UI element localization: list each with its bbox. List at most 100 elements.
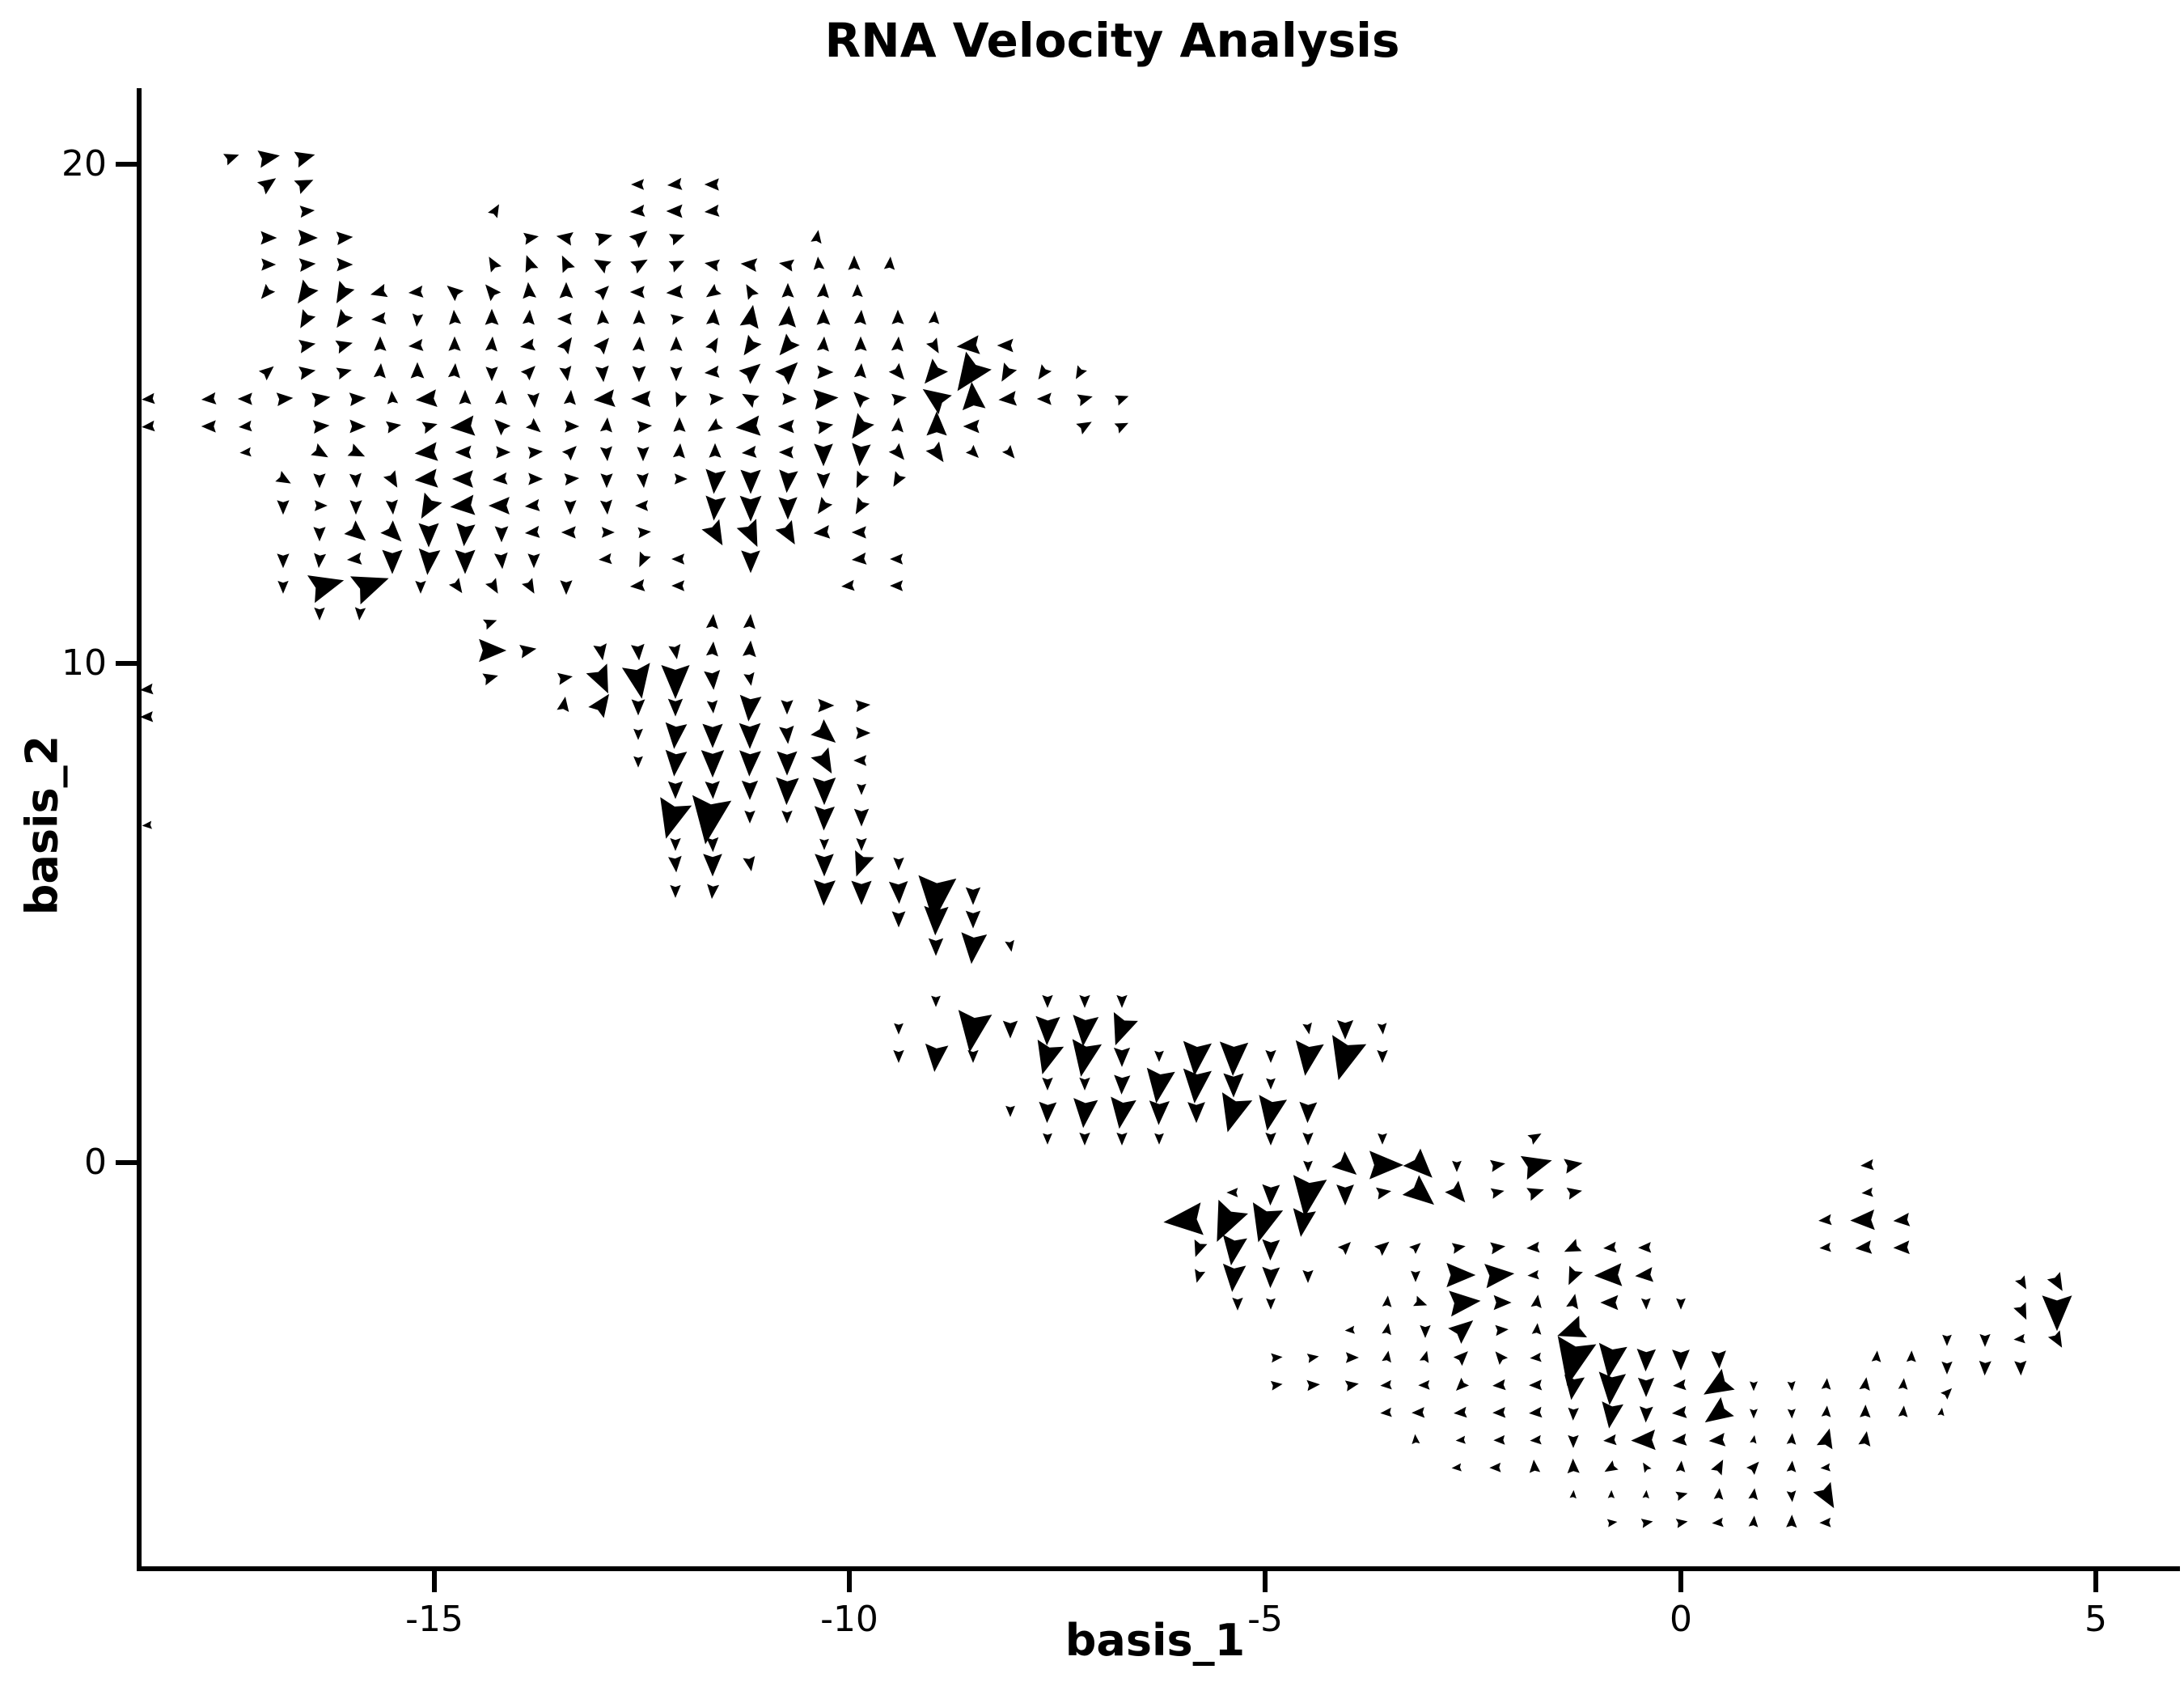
velocity-arrow [1490, 1188, 1505, 1199]
y-tick-label: 0 [84, 1142, 107, 1183]
velocity-arrow [1223, 1073, 1244, 1098]
velocity-arrow [314, 553, 327, 569]
velocity-arrow [815, 854, 834, 877]
velocity-arrow [637, 421, 653, 434]
velocity-arrow [671, 553, 685, 565]
velocity-arrow [1382, 1350, 1391, 1363]
velocity-arrow [666, 204, 683, 218]
velocity-arrow [1382, 1323, 1391, 1336]
velocity-arrow [739, 694, 762, 722]
velocity-arrow [630, 259, 648, 274]
velocity-arrow [891, 417, 904, 433]
velocity-arrow [1037, 1040, 1064, 1074]
velocity-arrow [370, 311, 387, 324]
velocity-arrow [1493, 1434, 1505, 1445]
velocity-arrow [1382, 1295, 1392, 1307]
velocity-arrow [1636, 1349, 1657, 1372]
velocity-arrow [1786, 1460, 1797, 1472]
velocity-arrow [781, 810, 793, 824]
velocity-arrow [2042, 1295, 2072, 1332]
velocity-arrow [741, 445, 757, 458]
velocity-arrow [349, 419, 366, 434]
velocity-arrow [736, 519, 758, 547]
velocity-arrow [1042, 1077, 1053, 1091]
velocity-arrow [1860, 1159, 1874, 1171]
velocity-arrow [1072, 1039, 1103, 1077]
velocity-arrow [349, 500, 362, 515]
velocity-arrow [1566, 1294, 1578, 1310]
velocity-arrow [140, 711, 154, 722]
velocity-arrow [1750, 1381, 1758, 1392]
velocity-arrow [1567, 1458, 1580, 1474]
velocity-arrow [666, 285, 684, 299]
velocity-arrow [777, 751, 798, 776]
velocity-arrow [223, 154, 239, 166]
velocity-arrow [1489, 1462, 1501, 1472]
velocity-arrow [1331, 1151, 1357, 1175]
velocity-arrow [743, 334, 762, 356]
velocity-arrow [1306, 1354, 1319, 1363]
velocity-arrow [1377, 1023, 1387, 1035]
velocity-arrow [1302, 1132, 1314, 1146]
velocity-arrow [1490, 1159, 1505, 1172]
velocity-arrow [1526, 1241, 1540, 1253]
x-axis-tick [2093, 1571, 2098, 1592]
velocity-arrow [667, 177, 683, 190]
velocity-arrow [818, 698, 835, 713]
velocity-arrow [1221, 1092, 1253, 1133]
velocity-arrow [709, 393, 725, 406]
velocity-arrow [1252, 1202, 1284, 1243]
velocity-arrow [670, 366, 683, 382]
velocity-arrow [1454, 1406, 1467, 1418]
velocity-arrow [336, 308, 353, 328]
velocity-arrow [483, 619, 497, 630]
velocity-arrow [1116, 994, 1128, 1008]
velocity-arrow [522, 578, 535, 594]
velocity-arrow [891, 393, 907, 406]
velocity-arrow [344, 520, 366, 541]
velocity-arrow [298, 366, 316, 380]
velocity-arrow [1816, 1428, 1833, 1450]
velocity-arrow [336, 231, 353, 245]
velocity-arrow [307, 575, 345, 604]
velocity-arrow [851, 880, 872, 905]
velocity-arrow [601, 527, 615, 538]
velocity-arrow [893, 1049, 904, 1063]
velocity-arrow [926, 411, 947, 436]
velocity-arrow [1635, 1267, 1654, 1282]
velocity-arrow [294, 180, 314, 194]
velocity-arrow [527, 447, 544, 460]
velocity-arrow [1637, 1377, 1655, 1397]
velocity-arrow [485, 308, 499, 325]
velocity-arrow [336, 367, 352, 380]
velocity-arrow [778, 446, 794, 459]
velocity-arrow [1557, 1336, 1597, 1387]
velocity-arrow [1076, 422, 1092, 434]
velocity-arrow [961, 932, 988, 964]
velocity-arrow [779, 259, 794, 272]
velocity-arrow [746, 284, 759, 300]
velocity-arrow [414, 468, 438, 488]
velocity-arrow [298, 229, 318, 247]
velocity-arrow [412, 313, 424, 327]
velocity-arrow [1820, 1463, 1831, 1472]
velocity-arrow [1746, 1461, 1759, 1475]
velocity-arrow [1979, 1360, 1991, 1376]
velocity-arrow [633, 309, 645, 324]
velocity-arrow [739, 722, 761, 749]
velocity-arrow [1076, 365, 1087, 379]
velocity-arrow [1146, 1067, 1175, 1104]
velocity-arrow [848, 255, 861, 270]
velocity-arrow [563, 389, 576, 405]
velocity-arrow [260, 231, 277, 245]
velocity-arrow [1005, 1105, 1015, 1117]
velocity-arrow [965, 887, 981, 905]
velocity-arrow [1219, 1041, 1249, 1076]
velocity-arrow [524, 498, 540, 511]
velocity-arrow [382, 549, 403, 574]
velocity-arrow [421, 492, 442, 519]
x-axis-tick [1263, 1571, 1268, 1592]
velocity-arrow [1607, 1489, 1615, 1498]
velocity-arrow [1786, 1490, 1797, 1502]
velocity-arrow [523, 232, 539, 245]
